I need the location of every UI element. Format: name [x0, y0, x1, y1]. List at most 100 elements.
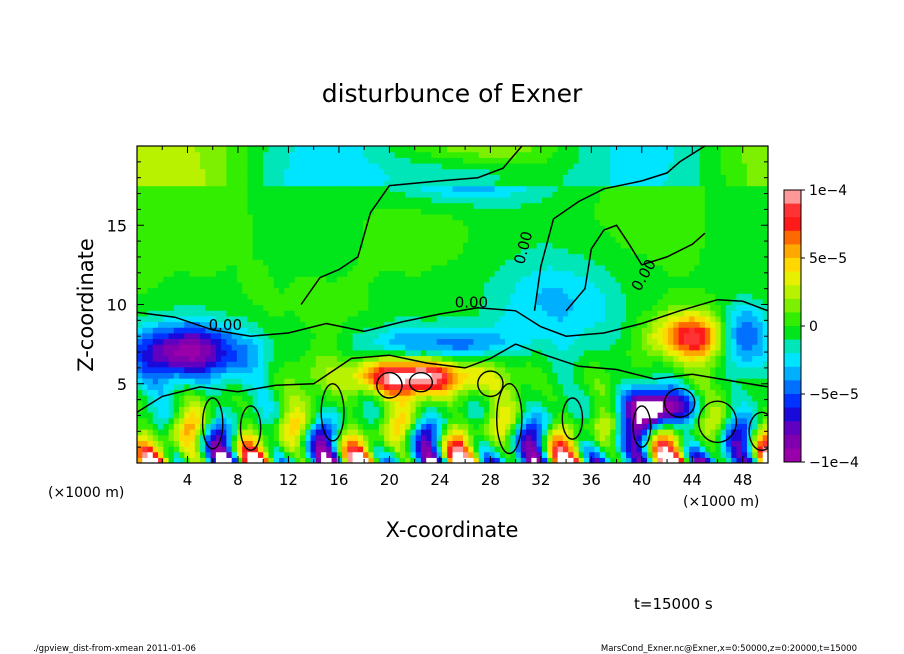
- heatmap-cell: [226, 179, 233, 187]
- heatmap-cell: [347, 225, 354, 232]
- heatmap-cell: [484, 332, 490, 340]
- heatmap-cell: [315, 157, 322, 164]
- heatmap-cell: [331, 446, 338, 453]
- heatmap-cell: [310, 304, 317, 311]
- heatmap-cell: [142, 253, 149, 260]
- heatmap-cell: [505, 276, 511, 283]
- heatmap-cell: [368, 264, 375, 272]
- heatmap-cell: [331, 457, 338, 463]
- heatmap-cell: [478, 361, 485, 368]
- heatmap-cell: [315, 219, 322, 226]
- heatmap-cell: [568, 344, 575, 351]
- heatmap-cell: [215, 304, 222, 311]
- heatmap-cell: [399, 344, 406, 351]
- heatmap-cell: [368, 378, 375, 385]
- heatmap-cell: [336, 287, 343, 294]
- heatmap-cell: [378, 179, 385, 187]
- heatmap-cell: [200, 146, 206, 153]
- heatmap-cell: [410, 355, 417, 362]
- heatmap-cell: [531, 355, 538, 362]
- heatmap-cell: [399, 162, 406, 170]
- heatmap-cell: [368, 293, 375, 300]
- heatmap-cell: [578, 174, 585, 181]
- heatmap-cell: [194, 315, 201, 323]
- heatmap-cell: [289, 293, 296, 300]
- heatmap-cell: [242, 146, 249, 153]
- heatmap-cell: [273, 208, 280, 215]
- heatmap-cell: [357, 213, 364, 221]
- heatmap-cell: [378, 355, 385, 362]
- heatmap-cell: [215, 344, 222, 351]
- heatmap-cell: [478, 225, 485, 232]
- heatmap-cell: [468, 383, 475, 391]
- heatmap-cell: [352, 332, 359, 340]
- heatmap-cell: [399, 208, 406, 215]
- heatmap-cell: [289, 157, 296, 164]
- heatmap-cell: [363, 366, 369, 374]
- heatmap-cell: [300, 293, 306, 300]
- heatmap-cell: [236, 315, 243, 323]
- heatmap-cell: [468, 259, 475, 266]
- heatmap-cell: [221, 287, 227, 294]
- heatmap-cell: [389, 281, 396, 289]
- heatmap-cell: [278, 259, 285, 266]
- heatmap-cell: [263, 253, 270, 260]
- heatmap-cell: [436, 349, 443, 357]
- heatmap-cell: [300, 219, 306, 226]
- heatmap-cell: [599, 406, 606, 413]
- heatmap-cell: [557, 321, 564, 328]
- heatmap-cell: [510, 287, 517, 294]
- heatmap-cell: [441, 383, 448, 391]
- heatmap-cell: [557, 395, 564, 402]
- heatmap-cell: [526, 202, 532, 209]
- heatmap-cell: [300, 162, 306, 170]
- heatmap-cell: [179, 395, 185, 402]
- heatmap-cell: [405, 179, 412, 187]
- heatmap-cell: [578, 451, 585, 458]
- heatmap-cell: [152, 219, 159, 226]
- heatmap-cell: [210, 423, 217, 430]
- heatmap-cell: [152, 429, 159, 436]
- heatmap-cell: [294, 440, 301, 447]
- heatmap-cell: [352, 236, 359, 243]
- heatmap-cell: [147, 213, 154, 221]
- heatmap-cell: [405, 146, 412, 153]
- heatmap-cell: [578, 208, 585, 215]
- heatmap-cell: [457, 242, 464, 249]
- heatmap-cell: [520, 247, 527, 255]
- heatmap-cell: [173, 230, 180, 238]
- heatmap-cell: [441, 247, 448, 255]
- heatmap-cell: [305, 366, 312, 374]
- heatmap-cell: [526, 355, 532, 362]
- heatmap-cell: [179, 310, 185, 317]
- heatmap-cell: [447, 213, 454, 221]
- heatmap-cell: [589, 202, 596, 209]
- heatmap-cell: [326, 440, 333, 447]
- heatmap-cell: [194, 174, 201, 181]
- heatmap-cell: [247, 213, 254, 221]
- heatmap-cell: [342, 434, 348, 441]
- heatmap-cell: [336, 440, 343, 447]
- heatmap-cell: [510, 151, 517, 158]
- heatmap-cell: [389, 247, 396, 255]
- heatmap-cell: [557, 196, 564, 204]
- heatmap-cell: [441, 202, 448, 209]
- heatmap-cell: [168, 451, 175, 458]
- heatmap-cell: [310, 327, 317, 334]
- heatmap-cell: [526, 247, 532, 255]
- heatmap-cell: [268, 185, 275, 192]
- heatmap-cell: [236, 349, 243, 357]
- heatmap-cell: [310, 378, 317, 385]
- heatmap-cell: [179, 259, 185, 266]
- heatmap-cell: [573, 276, 580, 283]
- heatmap-cell: [194, 338, 201, 345]
- heatmap-cell: [436, 412, 443, 419]
- heatmap-cell: [158, 355, 164, 362]
- heatmap-cell: [168, 230, 175, 238]
- heatmap-cell: [247, 230, 254, 238]
- heatmap-cell: [152, 349, 159, 357]
- heatmap-cell: [478, 338, 485, 345]
- heatmap-cell: [562, 236, 569, 243]
- heatmap-cell: [242, 446, 249, 453]
- heatmap-cell: [536, 446, 543, 453]
